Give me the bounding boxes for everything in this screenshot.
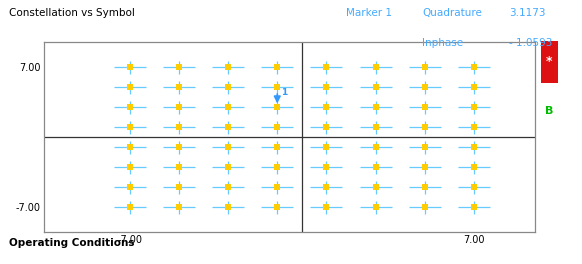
Text: Constellation vs Symbol: Constellation vs Symbol [9,8,134,18]
Text: *: * [546,55,553,68]
Text: 3.1173: 3.1173 [509,8,546,18]
Text: Operating Conditions: Operating Conditions [9,238,134,248]
Text: B: B [545,106,553,116]
Bar [541,41,558,83]
Text: Marker 1: Marker 1 [346,8,392,18]
Text: Inphase: Inphase [422,38,463,48]
Text: - 1.0593: - 1.0593 [509,38,553,48]
Text: 1: 1 [281,88,287,97]
Text: Quadrature: Quadrature [422,8,482,18]
